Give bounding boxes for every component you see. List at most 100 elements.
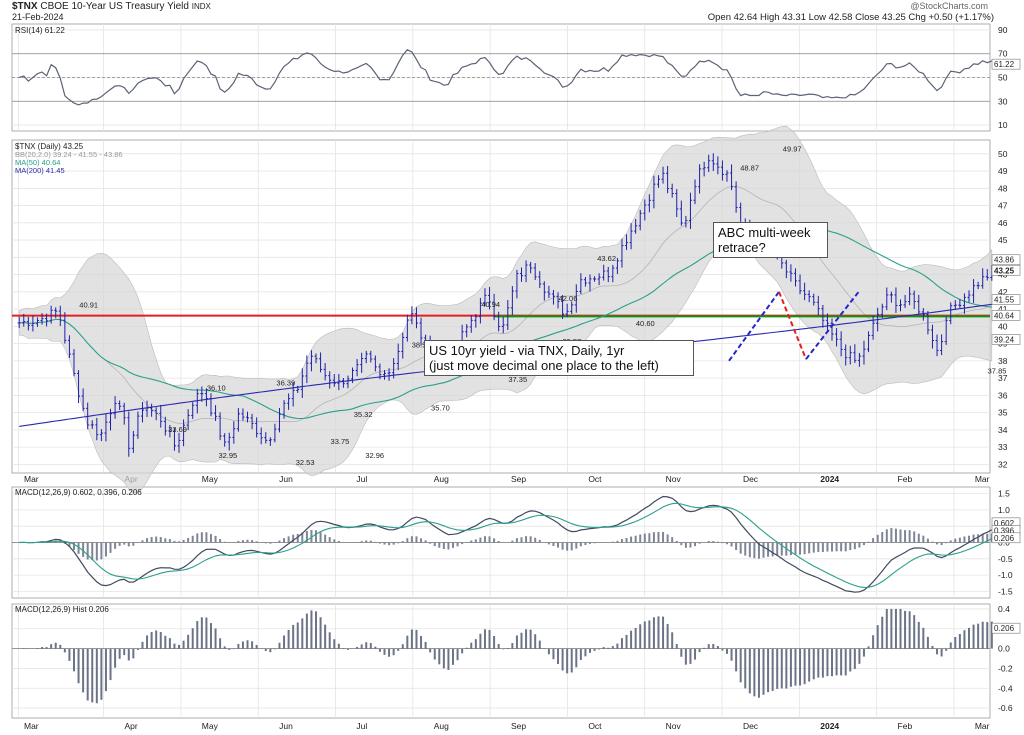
macd-hist-bar — [904, 530, 907, 543]
hist-bar — [168, 638, 171, 649]
hist-bar — [849, 648, 852, 672]
hist-bar — [776, 648, 779, 689]
hist-tick-label: 0.0 — [998, 644, 1010, 654]
hist-bar — [159, 632, 162, 649]
hist-bar — [949, 642, 952, 649]
hist-bar — [465, 647, 468, 649]
symbol: $TNX — [12, 1, 38, 12]
price-tick-label: 38 — [998, 356, 1008, 366]
month-label-upper: Nov — [666, 474, 682, 484]
macd-tick-label: 1.5 — [998, 489, 1010, 499]
hist-bar — [917, 621, 920, 649]
hist-bar — [931, 645, 934, 649]
price-point-label: 36.10 — [207, 384, 226, 393]
macd-hist-bar — [319, 532, 322, 543]
macd-hist-bar — [461, 542, 464, 545]
hist-bar — [534, 634, 537, 649]
hist-bar — [630, 630, 633, 649]
hist-bar — [858, 648, 861, 664]
hist-bar — [155, 630, 158, 649]
hist-bar — [68, 648, 71, 661]
macd-tick-label: -1.0 — [998, 570, 1013, 580]
watermark: @StockCharts.com — [910, 1, 988, 11]
macd-hist-bar — [283, 538, 286, 543]
abc-line-2: retrace? — [718, 240, 766, 255]
month-label-lower: Mar — [975, 721, 990, 731]
hist-bar — [493, 635, 496, 649]
macd-hist-bar — [369, 540, 372, 543]
macd-hist-bar — [209, 534, 212, 543]
hist-bar — [283, 635, 286, 649]
hist-bar — [844, 648, 847, 676]
macd-hist-bar — [241, 540, 244, 543]
macd-hist-bar — [68, 542, 71, 547]
hist-bar — [698, 648, 701, 653]
price-point-label: 32.96 — [365, 451, 384, 460]
hist-bar — [616, 643, 619, 649]
hist-bar — [899, 608, 902, 649]
macd-hist-bar — [474, 539, 477, 543]
macd-hist-bar — [940, 542, 943, 546]
macd-hist-bar — [858, 542, 861, 548]
rsi-tick-label: 10 — [998, 120, 1008, 130]
macd-value-label: 0.602 — [994, 519, 1015, 528]
price-tick-label: 40 — [998, 321, 1008, 331]
macd-hist-bar — [497, 540, 500, 543]
macd-hist-bar — [835, 542, 838, 552]
macd-hist-bar — [762, 542, 765, 558]
hist-legend: MACD(12,26,9) Hist 0.206 — [15, 605, 109, 614]
hist-bar — [420, 636, 423, 649]
macd-hist-bar — [310, 529, 313, 543]
price-point-label: 37.35 — [508, 375, 527, 384]
macd-hist-bar — [922, 535, 925, 543]
macd-hist-bar — [200, 532, 203, 543]
hist-bar — [127, 648, 130, 661]
hist-bar — [853, 648, 856, 669]
macd-hist-bar — [292, 534, 295, 543]
hist-tick-label: -0.6 — [998, 703, 1013, 713]
hist-bar — [894, 608, 897, 649]
hist-bar — [652, 617, 655, 649]
hist-bar — [497, 643, 500, 649]
rsi-tick-label: 70 — [998, 49, 1008, 59]
price-point-label: 48.87 — [740, 163, 759, 172]
macd-hist-bar — [86, 542, 89, 560]
hist-bar — [438, 648, 441, 665]
hist-bar — [602, 647, 605, 649]
macd-hist-bar — [926, 538, 929, 543]
macd-hist-bar — [146, 538, 149, 543]
hist-bar — [447, 648, 450, 670]
price-value-label: 41.55 — [994, 296, 1015, 305]
macd-hist-bar — [849, 542, 852, 551]
hist-bar — [342, 648, 345, 649]
hist-bar — [45, 647, 48, 649]
hist-bar — [182, 640, 185, 649]
macd-hist-bar — [255, 541, 258, 543]
macd-hist-bar — [853, 542, 856, 550]
price-value-tag — [991, 264, 1021, 276]
price-value-tag — [991, 334, 1021, 345]
macd-hist-bar — [566, 542, 569, 551]
hist-bar — [292, 624, 295, 649]
macd-hist-bar — [488, 536, 491, 543]
macd-hist-bar — [753, 542, 756, 559]
macd-hist-bar — [652, 532, 655, 543]
hist-bar — [799, 648, 802, 686]
hist-bar — [867, 646, 870, 649]
hist-bar — [885, 608, 888, 649]
month-label-upper: May — [202, 474, 219, 484]
macd-hist-bar — [168, 539, 171, 543]
price-tick-label: 49 — [998, 166, 1008, 176]
hist-bar — [356, 646, 359, 649]
price-legend: $TNX (Daily) 43.25 — [15, 142, 84, 151]
price-tick-label: 45 — [998, 235, 1008, 245]
macd-hist-bar — [593, 542, 596, 544]
macd-hist-bar — [680, 542, 683, 546]
price-tick-label: 42 — [998, 287, 1008, 297]
hist-bar — [707, 644, 710, 649]
month-label-upper: Jun — [279, 474, 293, 484]
macd-hist-bar — [374, 541, 377, 543]
hist-bar — [620, 638, 623, 649]
price-point-label: 37.85 — [988, 366, 1007, 375]
macd-hist-bar — [625, 537, 628, 543]
